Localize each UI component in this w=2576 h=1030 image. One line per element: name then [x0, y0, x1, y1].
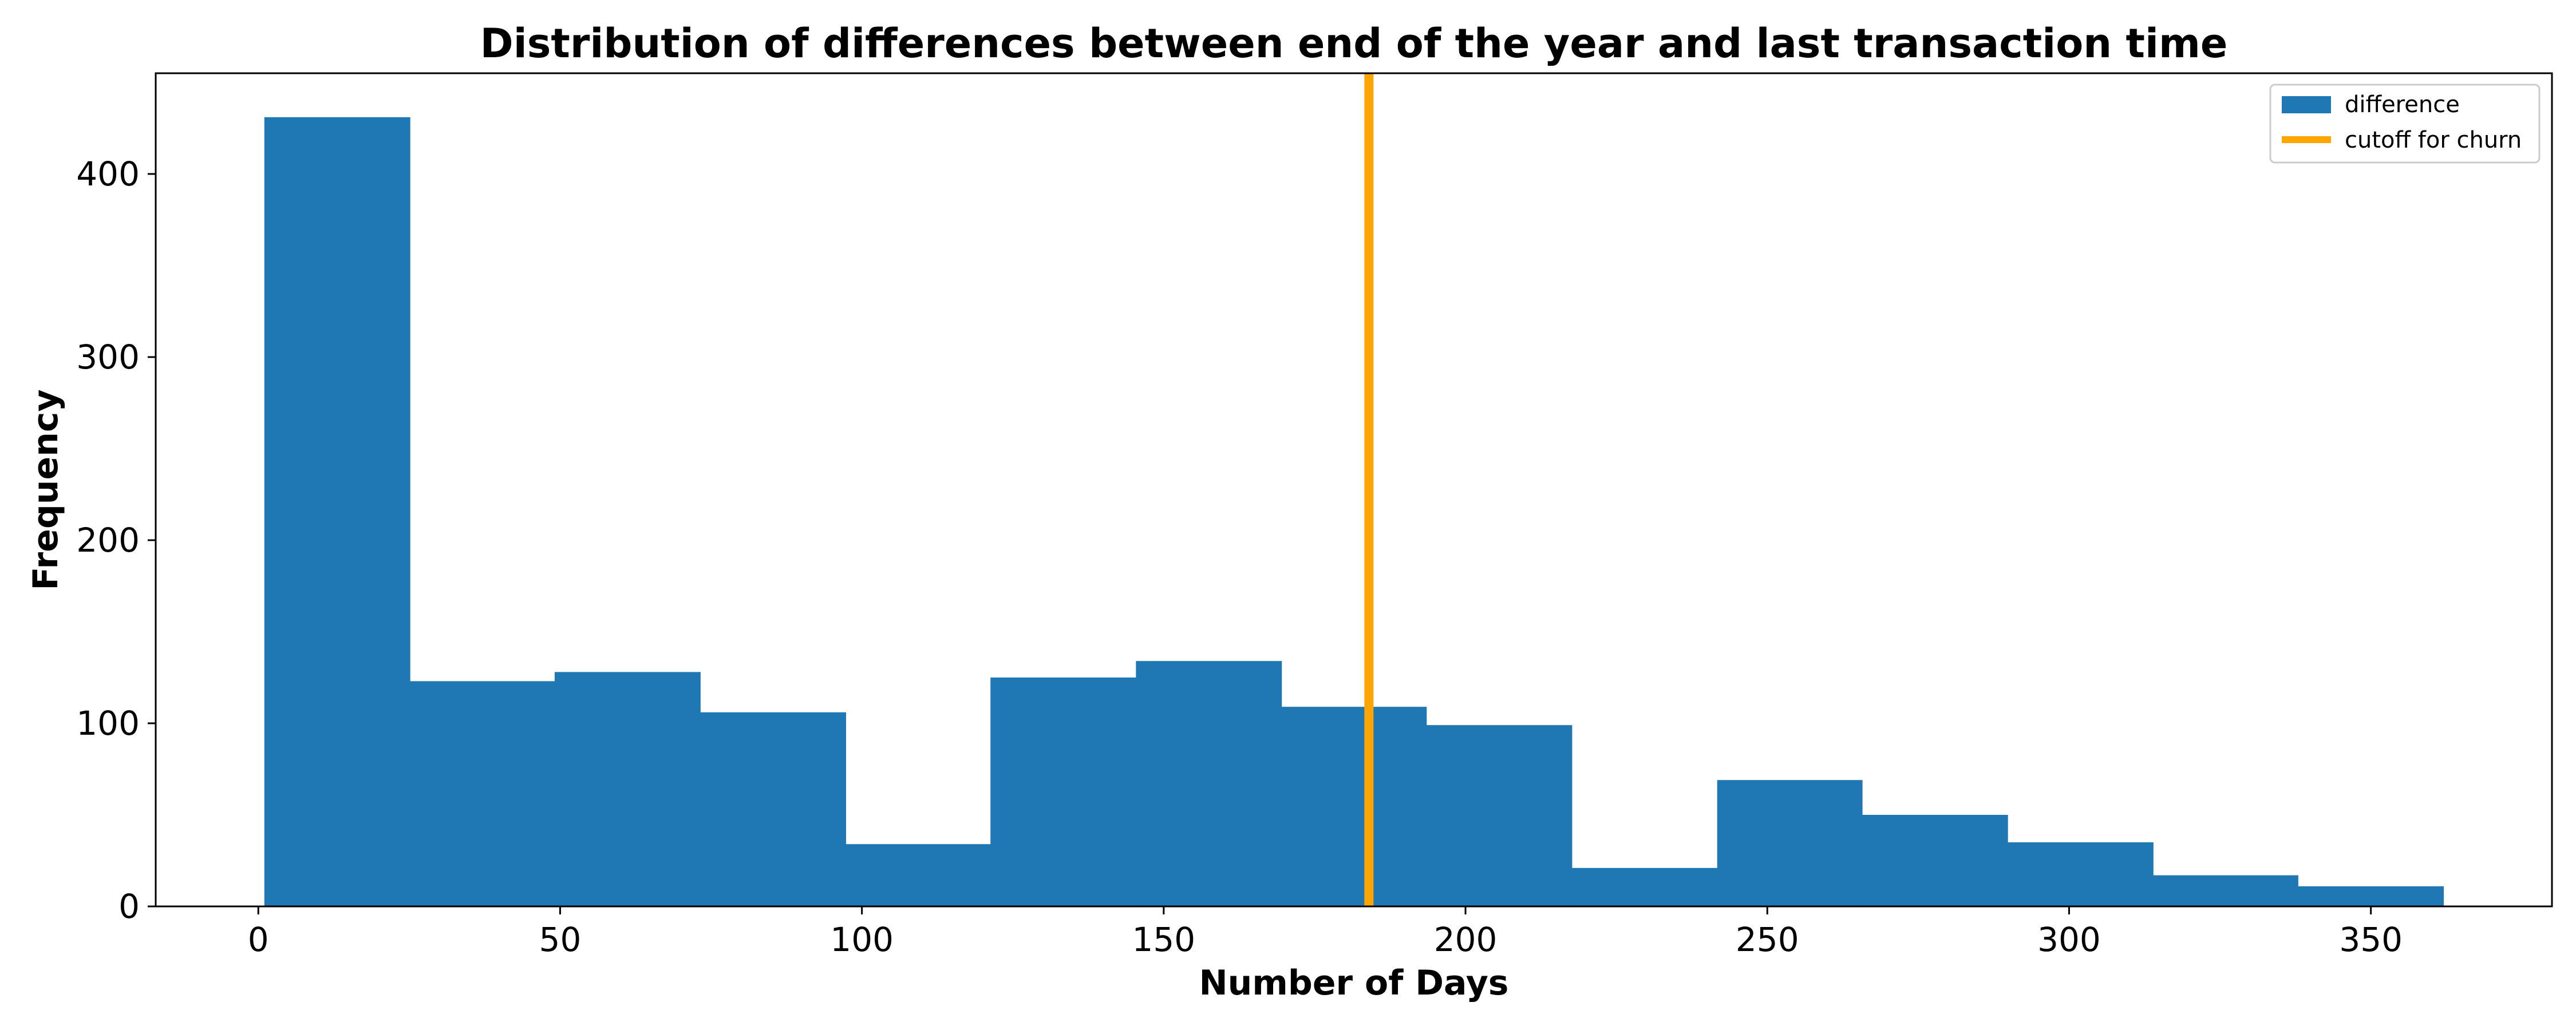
histogram-bar — [990, 678, 1137, 906]
y-tick-label: 300 — [76, 338, 140, 377]
x-tick-label: 300 — [2037, 920, 2101, 959]
histogram-bar — [2007, 842, 2154, 906]
y-tick-label: 200 — [76, 521, 140, 560]
legend-difference-label: difference — [2345, 92, 2460, 118]
x-tick-label: 250 — [1736, 920, 1799, 959]
histogram-bar — [1862, 815, 2008, 906]
histogram-bar — [264, 117, 410, 906]
histogram-bar — [554, 672, 701, 906]
legend-difference-swatch — [2282, 96, 2331, 113]
x-axis-ticks: 0 50 100 150 200 250 300 350 — [248, 906, 2403, 959]
histogram-bars — [264, 117, 2444, 906]
x-tick-label: 0 — [248, 920, 269, 959]
x-tick-label: 150 — [1132, 920, 1196, 959]
x-tick-label: 350 — [2339, 920, 2403, 959]
x-tick-label: 200 — [1434, 920, 1498, 959]
legend-cutoff-label: cutoff for churn — [2345, 127, 2522, 153]
histogram-bar — [409, 681, 555, 906]
histogram-bar — [1426, 725, 1573, 906]
y-tick-label: 400 — [76, 154, 140, 193]
y-axis-ticks: 0 100 200 300 400 — [76, 154, 156, 926]
chart-legend: difference cutoff for churn — [2269, 84, 2541, 164]
histogram-bar — [1281, 707, 1427, 906]
x-axis-label: Number of Days — [1199, 963, 1508, 1003]
y-tick-label: 0 — [118, 887, 140, 926]
histogram-bar — [846, 844, 991, 906]
histogram-bar — [700, 712, 846, 906]
y-tick-label: 100 — [76, 704, 140, 743]
legend-box — [2269, 84, 2541, 164]
histogram-bar — [2153, 875, 2298, 906]
histogram-bar — [1717, 780, 1863, 906]
histogram-bar — [2298, 886, 2444, 906]
chart-title: Distribution of differences between end … — [480, 20, 2228, 67]
histogram-bar — [1571, 867, 1718, 906]
x-tick-label: 100 — [830, 920, 894, 959]
y-axis-label: Frequency — [26, 389, 66, 590]
x-tick-label: 50 — [539, 920, 582, 959]
histogram-bar — [1136, 661, 1282, 906]
plot-frame — [155, 72, 2553, 908]
